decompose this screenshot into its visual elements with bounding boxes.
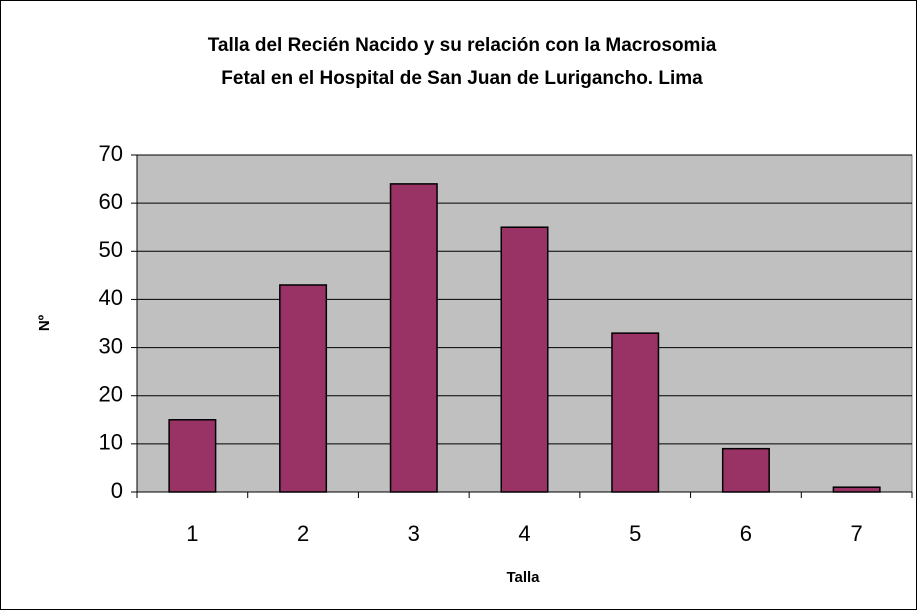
y-tick-label: 10: [99, 430, 123, 455]
y-tick-label: 50: [99, 237, 123, 262]
x-tick-label: 4: [518, 521, 530, 546]
bar: [611, 332, 660, 493]
y-tick-label: 20: [99, 382, 123, 407]
y-axis-label: Nº: [36, 314, 53, 331]
x-axis-label: Talla: [506, 569, 540, 586]
bar: [389, 183, 438, 493]
bar: [832, 486, 881, 493]
x-tick-label: 6: [740, 521, 752, 546]
x-tick-label: 2: [297, 521, 309, 546]
chart-title: Fetal en el Hospital de San Juan de Luri…: [221, 68, 703, 89]
y-tick-label: 40: [99, 285, 123, 310]
y-tick-label: 70: [99, 141, 123, 166]
y-tick-label: 0: [111, 478, 123, 503]
x-tick-label: 1: [186, 521, 198, 546]
bar: [168, 419, 217, 493]
bar: [500, 226, 549, 493]
x-tick-label: 7: [851, 521, 863, 546]
y-tick-label: 60: [99, 189, 123, 214]
bar: [279, 284, 328, 493]
x-tick-label: 3: [408, 521, 420, 546]
y-tick-label: 30: [99, 333, 123, 358]
x-tick-label: 5: [629, 521, 641, 546]
bar: [721, 447, 770, 493]
chart-title: Talla del Recién Nacido y su relación co…: [208, 35, 717, 56]
